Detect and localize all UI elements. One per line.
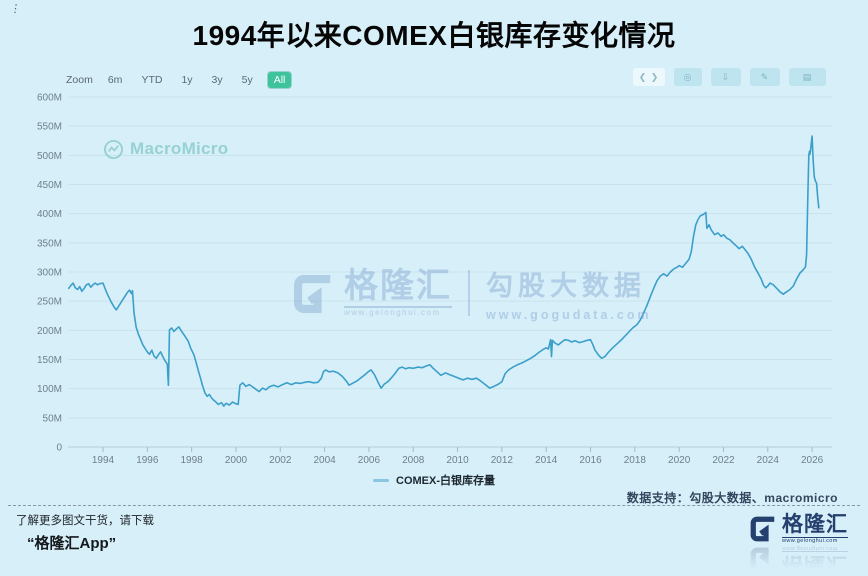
y-tick-250M: 250M — [37, 297, 62, 308]
x-tick-2020: 2020 — [668, 455, 691, 466]
center-watermark: 格隆汇 www.gelonghui.com 勾股大数据 www.gogudata… — [290, 264, 652, 322]
range-buttons: 6m YTD 1y 3y 5y All — [104, 72, 292, 88]
range-button-5y[interactable]: 5y — [241, 74, 253, 86]
gelonghui-g-icon-watermark — [294, 275, 331, 313]
center-watermark-brand: 格隆汇 — [344, 267, 452, 305]
x-tick-2014: 2014 — [535, 455, 558, 466]
series-line-COMEX-白银库存量 — [67, 135, 820, 407]
page-title: 1994年以来COMEX白银库存变化情况 — [192, 20, 676, 51]
x-tick-2002: 2002 — [269, 455, 292, 466]
x-tick-1996: 1996 — [136, 455, 159, 466]
gelonghui-g-icon-reflection — [750, 547, 775, 573]
camera-icon[interactable]: ◎ — [674, 68, 702, 86]
chevrons-icon[interactable]: ❮ ❯ — [633, 68, 665, 86]
x-tick-2000: 2000 — [225, 455, 248, 466]
center-watermark-partner-url: www.gogudata.com — [486, 308, 652, 322]
range-button-1y[interactable]: 1y — [181, 74, 193, 86]
center-watermark-partner: 勾股大数据 — [486, 271, 646, 301]
legend-label: COMEX-白银库存量 — [396, 475, 495, 487]
data-support-text: 数据支持：勾股大数据、macromicro — [626, 491, 838, 505]
x-tick-2018: 2018 — [624, 455, 647, 466]
watermark-divider — [468, 270, 470, 316]
y-tick-350M: 350M — [37, 238, 62, 249]
x-tick-2010: 2010 — [446, 455, 469, 466]
macromicro-logo-icon — [104, 139, 123, 159]
x-tick-1998: 1998 — [181, 455, 204, 466]
y-tick-400M: 400M — [37, 209, 62, 220]
x-tick-2016: 2016 — [579, 455, 602, 466]
gelonghui-logo: 格隆汇 www.gelonghui.com 格隆汇 www.gelonghui.… — [748, 513, 866, 576]
y-tick-200M: 200M — [37, 326, 62, 337]
macromicro-watermark-text: MacroMicro — [130, 139, 229, 158]
pencil-icon[interactable]: ✎ — [750, 68, 780, 86]
x-tick-2012: 2012 — [491, 455, 514, 466]
footer-divider — [8, 505, 860, 506]
range-button-3y[interactable]: 3y — [211, 74, 223, 86]
download-icon[interactable]: ⇩ — [711, 68, 741, 86]
y-tick-450M: 450M — [37, 180, 62, 191]
y-tick-0: 0 — [56, 443, 62, 454]
y-tick-550M: 550M — [37, 122, 62, 133]
logo-reflection: 格隆汇 www.gelonghui.com — [748, 545, 866, 576]
legend-line-marker — [373, 478, 389, 482]
x-tick-2006: 2006 — [358, 455, 381, 466]
logo-url: www.gelonghui.com — [782, 537, 848, 544]
x-tick-2004: 2004 — [313, 455, 336, 466]
zoom-label: Zoom — [66, 74, 93, 86]
range-toolbar: Zoom 6m YTD 1y 3y 5y All — [66, 72, 292, 88]
grid-icon[interactable]: ▤ — [789, 68, 826, 86]
x-tick-2008: 2008 — [402, 455, 425, 466]
legend[interactable]: COMEX-白银库存量 — [0, 472, 868, 488]
range-button-all[interactable]: All — [267, 72, 292, 88]
range-button-6m[interactable]: 6m — [107, 74, 123, 86]
chart-action-buttons: ❮ ❯ ◎ ⇩ ✎ ▤ — [633, 68, 826, 86]
x-tick-2024: 2024 — [757, 455, 780, 466]
x-tick-1994: 1994 — [92, 455, 115, 466]
y-tick-600M: 600M — [37, 93, 62, 104]
center-watermark-brand-url: www.gelonghui.com — [344, 306, 452, 317]
line-chart: 0 50M 100M 150M 200M 250M 300M 350M 400M 450M 500M… — [37, 93, 832, 466]
footer-promo-line1: 了解更多图文干货，请下载 — [16, 515, 154, 527]
y-tick-500M: 500M — [37, 151, 62, 162]
logo-text: 格隆汇 — [782, 513, 848, 536]
y-tick-100M: 100M — [37, 384, 62, 395]
range-button-ytd[interactable]: YTD — [141, 74, 163, 86]
y-tick-150M: 150M — [37, 355, 62, 366]
x-tick-2022: 2022 — [712, 455, 735, 466]
gelonghui-g-icon — [750, 516, 775, 542]
y-tick-50M: 50M — [43, 413, 62, 424]
macromicro-watermark: MacroMicro — [104, 139, 228, 159]
x-tick-2026: 2026 — [801, 455, 824, 466]
footer-promo-line2: “格隆汇App” — [27, 535, 117, 552]
y-tick-300M: 300M — [37, 268, 62, 279]
